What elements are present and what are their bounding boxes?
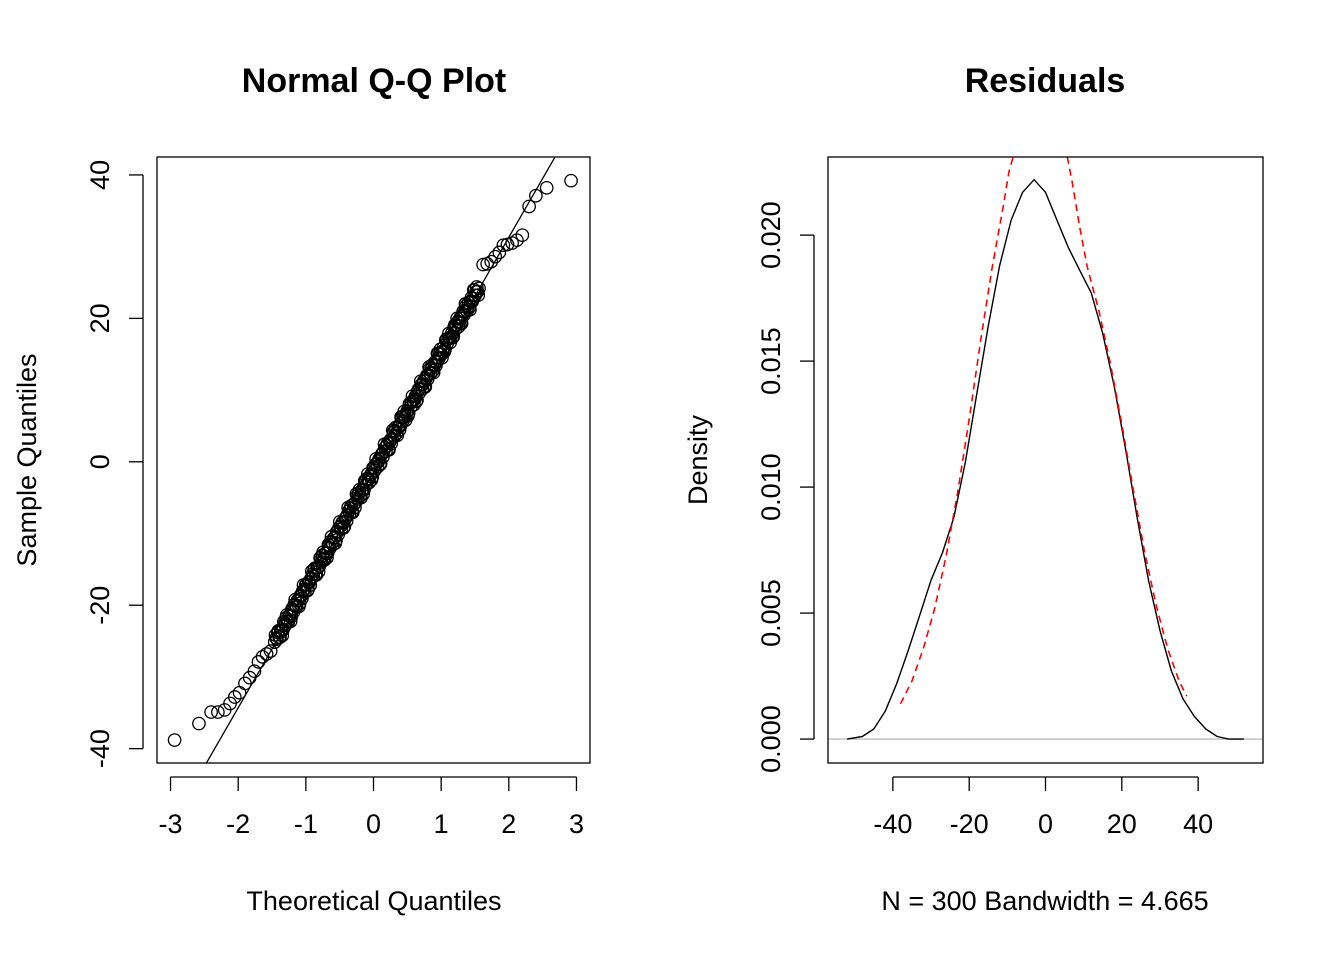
qq-point	[354, 490, 368, 505]
qq-point	[469, 280, 484, 294]
qq-point	[451, 319, 466, 334]
qq-point	[204, 705, 218, 719]
qq-point	[317, 552, 332, 567]
qq-ticks: -3 -2 -1 0 1 2 3 -40 -20 0 20 40	[85, 160, 584, 839]
density-x-tick-label: 0	[1038, 809, 1053, 839]
qq-point	[426, 365, 441, 380]
qq-point	[329, 533, 343, 548]
qq-point	[529, 188, 543, 203]
qq-y-axis-label: Sample Quantiles	[12, 353, 42, 566]
qq-point	[522, 199, 536, 214]
qq-point	[380, 436, 395, 451]
density-plot-panel: Residuals N = 300 Bandwidth = 4.665 Dens…	[683, 62, 1264, 916]
qq-plot-frame	[156, 156, 591, 764]
qq-y-tick-label: 0	[85, 454, 115, 469]
qq-x-tick-label: 1	[434, 809, 449, 839]
qq-point	[492, 245, 507, 260]
density-x-tick-label: 40	[1183, 809, 1213, 839]
qq-y-tick-label: -20	[85, 586, 115, 625]
qq-point	[435, 350, 449, 365]
density-y-tick-label: 0.010	[756, 453, 786, 521]
density-x-tick-label: -40	[873, 809, 912, 839]
qq-point	[273, 630, 287, 644]
qq-x-axis-label: Theoretical Quantiles	[246, 886, 501, 916]
qq-point	[472, 281, 486, 296]
qq-point	[407, 397, 421, 412]
qq-point	[488, 249, 503, 264]
qq-x-tick-label: 0	[366, 809, 381, 839]
density-y-tick-label: 0.005	[756, 579, 786, 647]
qq-point	[471, 288, 486, 302]
qq-point	[510, 233, 524, 248]
qq-point	[438, 342, 452, 357]
qq-point	[251, 655, 266, 669]
density-y-tick-label: 0.000	[756, 705, 786, 773]
normal-reference-curve-1	[899, 157, 1014, 705]
qq-plot-title: Normal Q-Q Plot	[242, 62, 506, 100]
qq-points	[167, 173, 578, 747]
qq-x-tick-label: -2	[226, 809, 250, 839]
qq-point	[309, 568, 324, 582]
qq-point	[515, 228, 530, 243]
qq-x-tick-label: 3	[569, 809, 584, 839]
density-lines	[828, 157, 1263, 740]
density-x-axis-label: N = 300 Bandwidth = 4.665	[881, 886, 1208, 916]
density-y-tick-label: 0.020	[756, 201, 786, 269]
density-x-tick-label: 20	[1107, 809, 1137, 839]
density-plot-title: Residuals	[965, 62, 1126, 100]
qq-x-tick-label: -3	[159, 809, 183, 839]
qq-point	[539, 180, 554, 195]
density-ticks: -40 -20 0 20 40 0.000 0.005 0.010 0.015 0.020	[756, 201, 1213, 839]
qq-point	[263, 644, 278, 658]
density-plot-frame	[827, 156, 1264, 764]
qq-point	[360, 471, 374, 486]
qq-point	[192, 716, 206, 731]
qq-point	[211, 705, 225, 719]
qq-y-tick-label: 20	[85, 303, 115, 333]
qq-plot-panel: Normal Q-Q Plot Theoretical Quantiles Sa…	[12, 62, 591, 916]
qq-y-tick-label: 40	[85, 160, 115, 190]
qq-point	[379, 444, 393, 459]
qq-point	[247, 664, 262, 679]
qq-x-tick-label: 2	[501, 809, 516, 839]
qq-point	[484, 254, 499, 269]
qq-point	[564, 173, 578, 188]
kernel-density-curve	[846, 179, 1244, 740]
qq-point	[259, 647, 274, 661]
density-x-tick-label: -20	[950, 809, 989, 839]
qq-y-tick-label: -40	[85, 729, 115, 768]
density-y-axis-label: Density	[683, 414, 713, 505]
normal-reference-curve-2	[1066, 157, 1188, 697]
density-y-tick-label: 0.015	[756, 327, 786, 395]
qq-x-tick-label: -1	[294, 809, 318, 839]
qq-point	[167, 733, 182, 747]
qq-point	[227, 690, 242, 704]
